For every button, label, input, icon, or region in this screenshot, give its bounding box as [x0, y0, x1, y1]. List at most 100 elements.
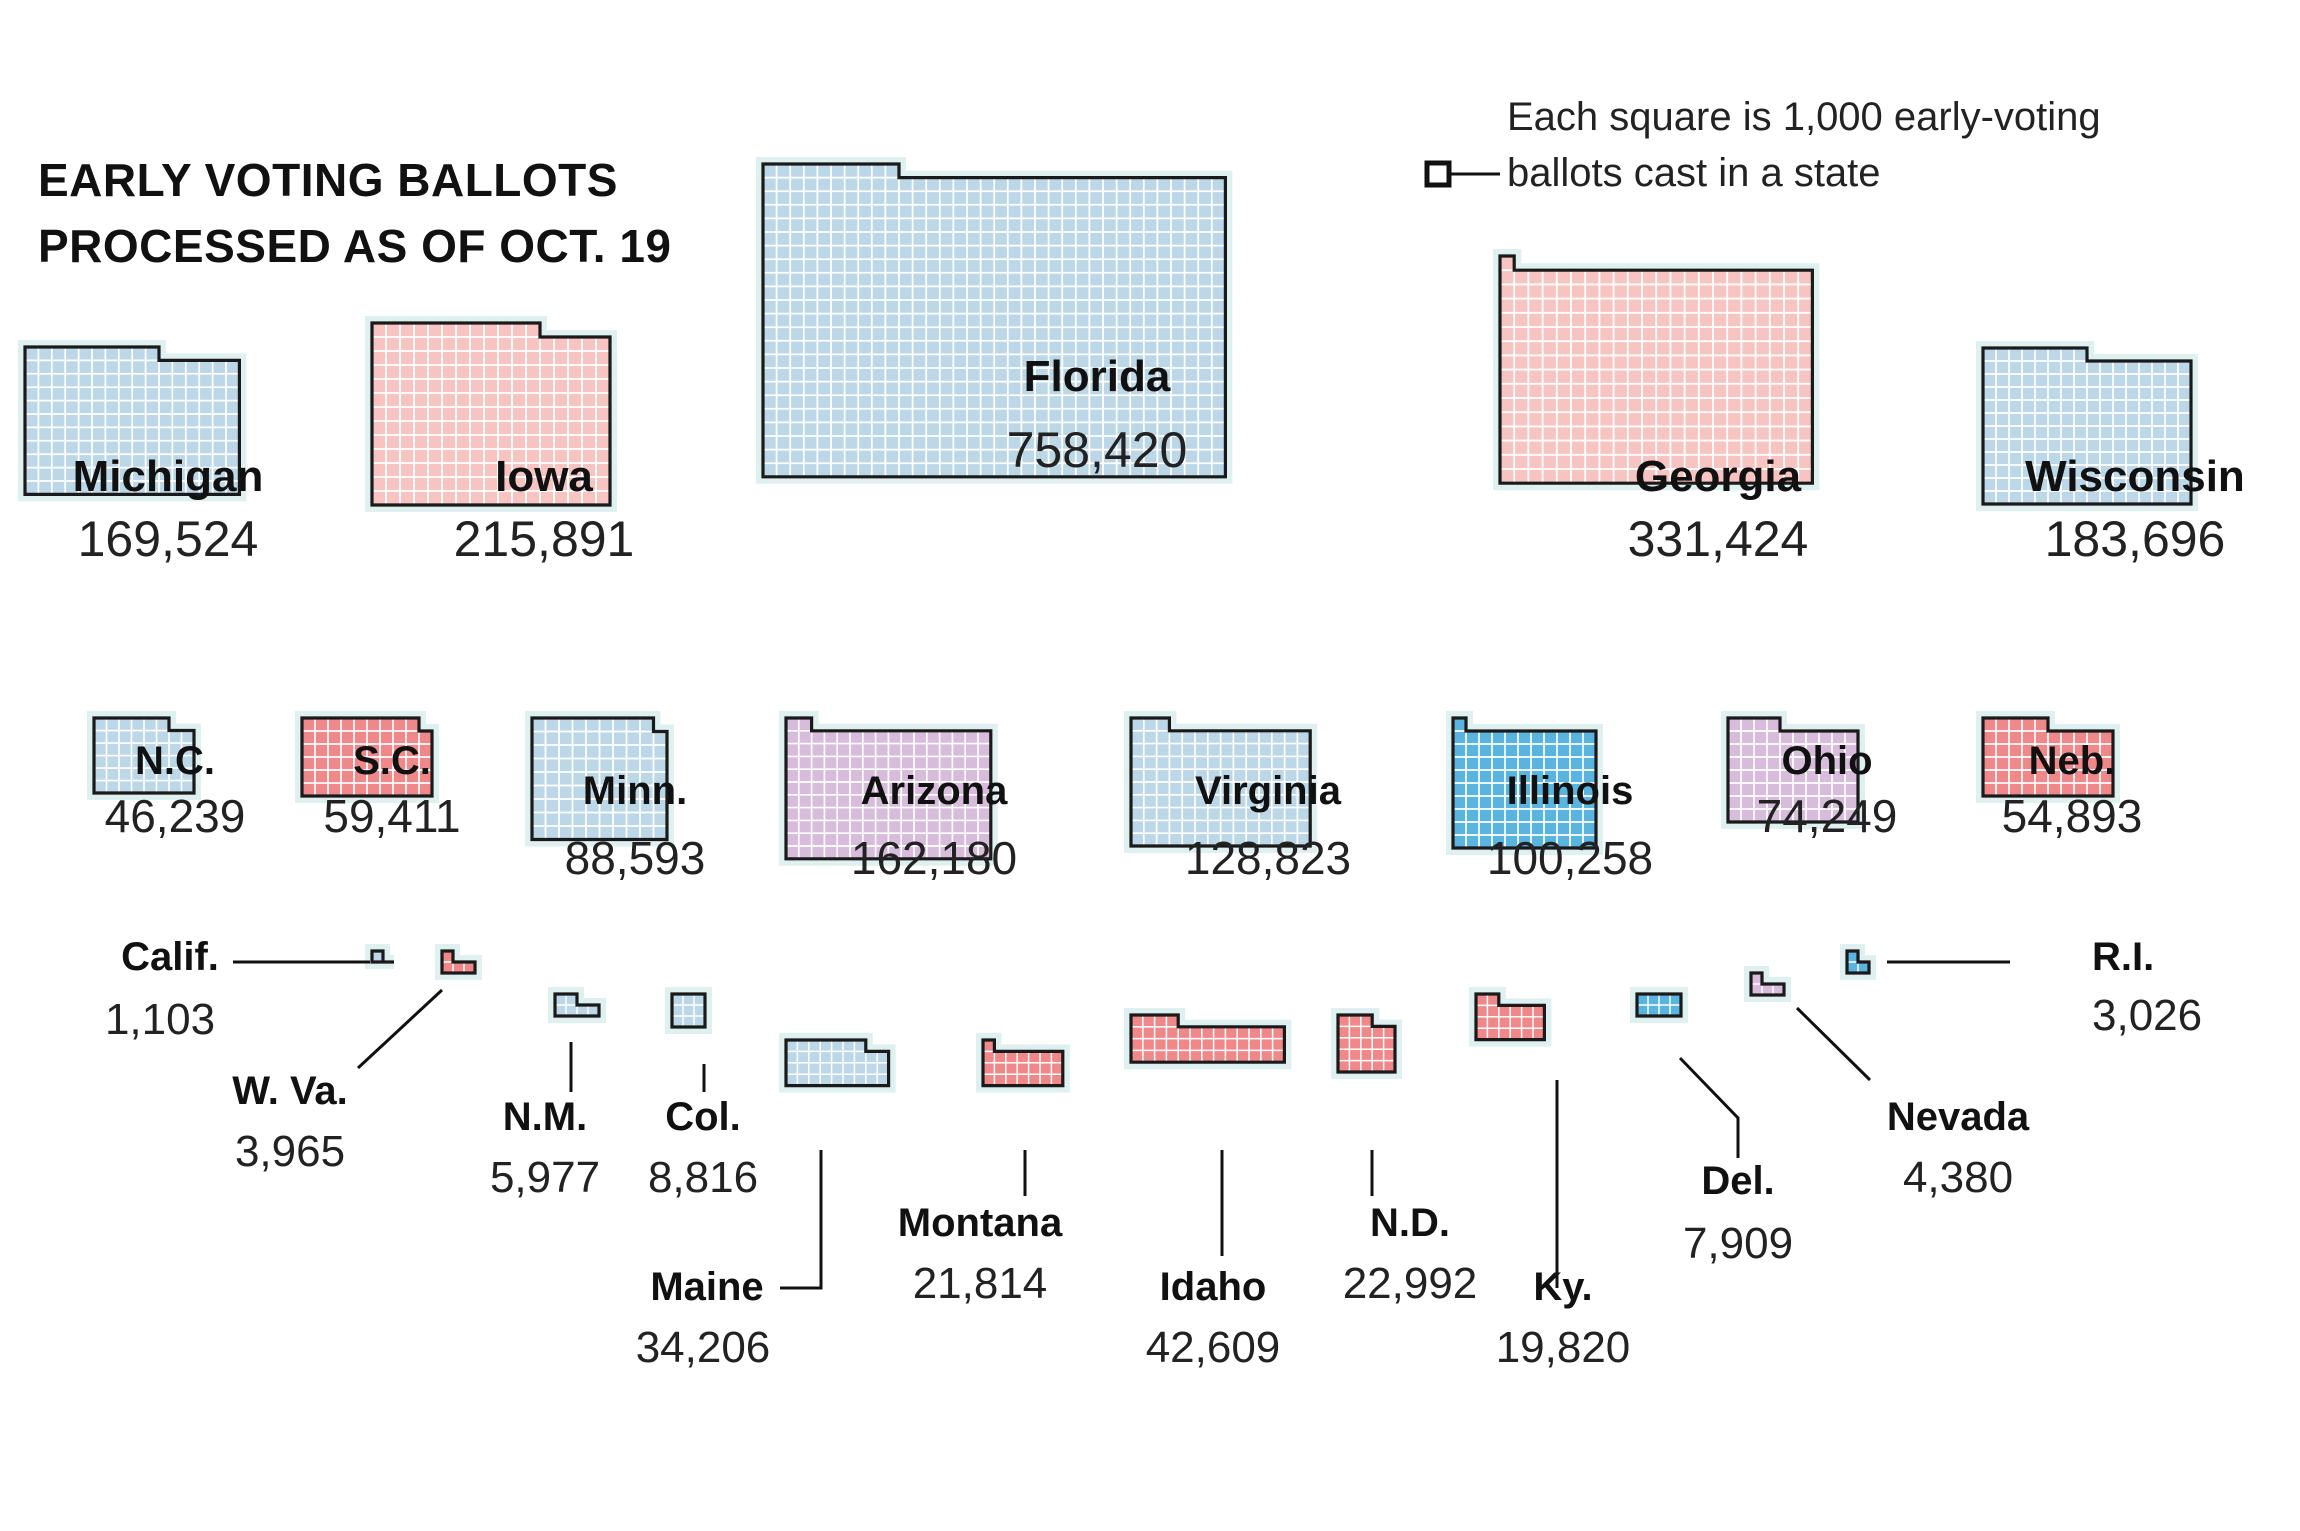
state-name-ky: Ky.: [1533, 1265, 1592, 1309]
block-outline: [530, 716, 669, 842]
state-name-montana: Montana: [898, 1201, 1063, 1245]
block-outline: [1129, 716, 1312, 848]
state-name-calif: Calif.: [121, 935, 219, 979]
chart-title-line-1: EARLY VOTING BALLOTS: [38, 154, 618, 206]
block-grid: [1983, 348, 2191, 504]
block-grid: [1728, 718, 1858, 822]
state-name-michigan: Michigan: [73, 452, 264, 501]
block-outline: [1845, 949, 1871, 975]
state-name-s-c: S.C.: [353, 739, 431, 783]
state-value-florida: 758,420: [1007, 422, 1188, 478]
state-value-montana: 21,814: [913, 1259, 1048, 1308]
state-block-georgia: [1493, 249, 1820, 491]
state-block-idaho: [1124, 1008, 1292, 1070]
state-block-illinois: [1446, 711, 1603, 855]
state-block-n-d: [1331, 1008, 1402, 1079]
block-outline: [981, 1038, 1065, 1088]
state-value-arizona: 162,180: [851, 832, 1017, 884]
state-block-virginia: [1124, 711, 1318, 853]
state-block-ky: [1469, 987, 1552, 1047]
state-block-n-c: [87, 711, 201, 800]
state-name-minn: Minn.: [583, 769, 687, 813]
block-fill: [672, 994, 705, 1027]
state-name-iowa: Iowa: [495, 452, 593, 501]
state-block-iowa: [365, 316, 617, 512]
legend-square-icon: [1424, 160, 1452, 188]
state-name-nevada: Nevada: [1887, 1095, 2030, 1139]
state-value-s-c: 59,411: [323, 790, 460, 842]
block-grid: [763, 164, 1226, 477]
state-block-maine: [779, 1033, 896, 1093]
state-block-col: [665, 987, 712, 1034]
block-outline: [1129, 1013, 1286, 1064]
block-outline: [670, 992, 707, 1029]
block-grid: [94, 718, 194, 793]
state-name-del: Del.: [1701, 1159, 1774, 1203]
state-value-ky: 19,820: [1496, 1323, 1631, 1372]
state-block-neb: [1976, 711, 2120, 803]
state-name-n-m: N.M.: [503, 1095, 587, 1139]
block-outline: [300, 716, 434, 798]
state-value-n-c: 46,239: [105, 790, 246, 842]
state-value-virginia: 128,823: [1185, 832, 1351, 884]
state-value-michigan: 169,524: [78, 511, 259, 567]
state-value-neb: 54,893: [2002, 790, 2143, 842]
state-blocks: [18, 157, 2198, 1093]
state-name-ohio: Ohio: [1781, 739, 1872, 783]
state-name-arizona: Arizona: [861, 769, 1008, 813]
block-fill: [372, 323, 610, 505]
block-grid: [672, 994, 705, 1027]
state-value-illinois: 100,258: [1487, 832, 1653, 884]
leader-nevada: [1795, 1006, 1872, 1082]
block-outline: [23, 345, 241, 496]
state-labels: Florida 758,420 Georgia 331,424 Iowa 215,891 W…: [73, 352, 2245, 1372]
state-value-nevada: 4,380: [1903, 1153, 2013, 1202]
state-block-arizona: [779, 711, 998, 866]
state-name-idaho: Idaho: [1160, 1265, 1267, 1309]
block-outline: [1981, 716, 2115, 798]
state-name-w-va: W. Va.: [232, 1069, 348, 1113]
state-block-nevada: [1744, 966, 1791, 1002]
state-value-minn: 88,593: [565, 832, 706, 884]
state-block-del: [1630, 987, 1688, 1023]
state-name-florida: Florida: [1024, 352, 1171, 401]
state-block-minn: [525, 711, 674, 847]
block-outline: [784, 716, 993, 861]
block-outline: [1474, 992, 1546, 1042]
state-value-maine: 34,206: [636, 1323, 771, 1372]
leader-del: [1678, 1056, 1740, 1158]
state-value-del: 7,909: [1683, 1219, 1793, 1268]
state-block-ohio: [1721, 711, 1865, 829]
leader-maine: [780, 1150, 823, 1290]
block-outline: [1498, 254, 1814, 485]
state-value-wisconsin: 183,696: [2045, 511, 2226, 567]
state-name-illinois: Illinois: [1507, 769, 1634, 813]
block-outline: [1726, 716, 1860, 824]
state-value-col: 8,816: [648, 1153, 758, 1202]
state-value-georgia: 331,424: [1628, 511, 1809, 567]
state-value-n-d: 22,992: [1343, 1259, 1478, 1308]
state-value-r-i: 3,026: [2092, 991, 2202, 1040]
block-outline: [1749, 971, 1786, 997]
state-block-michigan: [18, 340, 247, 502]
state-value-ohio: 74,249: [1757, 790, 1898, 842]
state-value-w-va: 3,965: [235, 1127, 345, 1176]
state-name-n-c: N.C.: [135, 739, 215, 783]
block-outline: [553, 992, 601, 1018]
block-outline: [784, 1038, 891, 1088]
legend-note-line-2: ballots cast in a state: [1507, 151, 1881, 195]
state-value-iowa: 215,891: [454, 511, 635, 567]
state-block-florida: [756, 157, 1233, 484]
block-outline: [440, 949, 477, 975]
block-grid: [302, 718, 432, 796]
block-grid: [25, 347, 240, 495]
block-outline: [1981, 346, 2193, 506]
state-name-wisconsin: Wisconsin: [2025, 452, 2245, 501]
state-value-n-m: 5,977: [490, 1153, 600, 1202]
state-block-wisconsin: [1976, 341, 2198, 511]
block-grid: [1637, 994, 1681, 1016]
legend-note-line-1: Each square is 1,000 early-voting: [1507, 95, 2101, 139]
block-grid: [1131, 1015, 1285, 1063]
state-block-calif: [365, 944, 394, 969]
